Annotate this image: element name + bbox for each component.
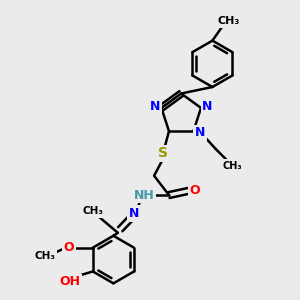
Text: NH: NH xyxy=(134,189,154,202)
Text: CH₃: CH₃ xyxy=(218,16,240,26)
Text: N: N xyxy=(195,126,205,139)
Text: S: S xyxy=(158,146,168,161)
Text: CH₃: CH₃ xyxy=(83,206,104,216)
Text: CH₃: CH₃ xyxy=(223,161,242,171)
Text: OH: OH xyxy=(59,275,80,288)
Text: O: O xyxy=(190,184,200,197)
Text: CH₃: CH₃ xyxy=(35,251,56,261)
Text: N: N xyxy=(150,100,160,113)
Text: N: N xyxy=(129,207,140,220)
Text: N: N xyxy=(202,100,213,113)
Text: O: O xyxy=(64,241,74,254)
